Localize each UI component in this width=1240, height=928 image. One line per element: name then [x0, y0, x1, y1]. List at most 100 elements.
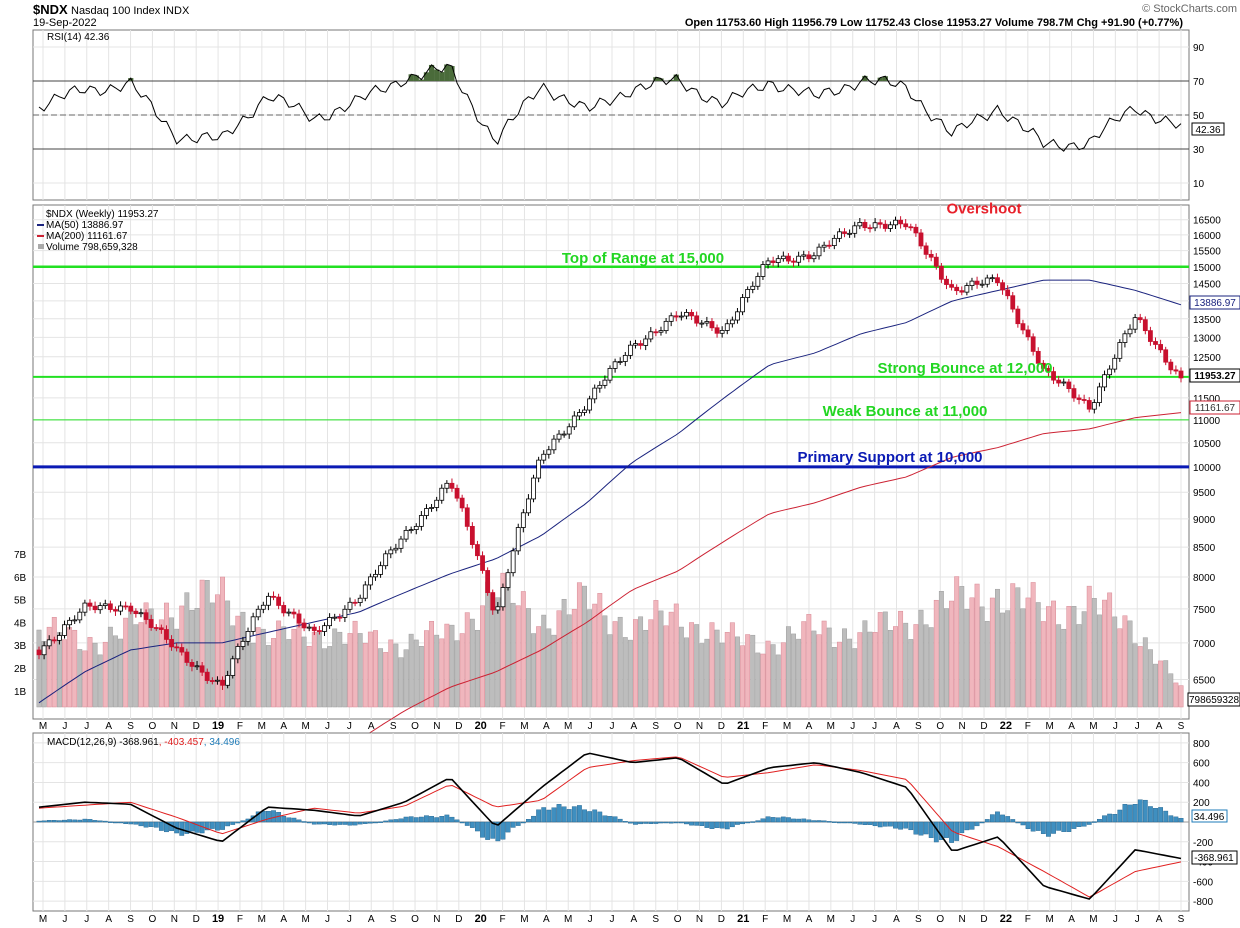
macd-hist-bar: [342, 821, 348, 825]
candle-body: [627, 344, 633, 356]
macd-hist-bar: [281, 816, 287, 823]
signal-line: [38, 756, 1182, 898]
price-tick-label: 7000: [1193, 639, 1216, 650]
candle-body: [352, 601, 358, 604]
macd-hist-bar: [719, 821, 725, 829]
macd-hist-bar: [46, 820, 52, 823]
volume-bar: [92, 642, 98, 708]
volume-bar: [724, 632, 730, 708]
price-tick-label: 14500: [1193, 280, 1221, 291]
volume-bar: [240, 611, 246, 708]
volume-bar: [352, 620, 358, 708]
rsi-line: [38, 63, 1182, 152]
macd-hist-bar: [607, 816, 613, 823]
volume-bar: [164, 602, 169, 708]
candle-body: [831, 237, 837, 246]
volume-bar: [342, 643, 348, 708]
month-label: M: [39, 721, 47, 732]
candle-body: [505, 572, 511, 588]
month-label: M: [783, 721, 791, 732]
candle-body: [235, 646, 241, 660]
month-label: 22: [1000, 720, 1012, 732]
volume-bar: [1137, 646, 1143, 708]
volume-bar: [836, 641, 842, 708]
macd-hist-bar: [622, 821, 628, 823]
volume-bar: [1040, 621, 1046, 708]
month-label: J: [872, 914, 877, 925]
candle-body: [689, 312, 694, 317]
volume-bar: [1173, 682, 1179, 708]
macd-hist-bar: [658, 821, 664, 824]
candle-body: [342, 608, 348, 618]
month-label: A: [631, 721, 638, 732]
candle-body: [260, 604, 266, 610]
macd-hist-bar: [1015, 821, 1021, 824]
volume-tick-label: 4B: [14, 618, 27, 629]
candle-body: [913, 226, 919, 234]
volume-bar: [1081, 611, 1087, 708]
price-tick-label: 9000: [1193, 515, 1216, 526]
candle-body: [347, 601, 353, 610]
volume-bar: [857, 632, 863, 708]
candle-body: [179, 647, 185, 653]
candle-body: [653, 331, 659, 334]
volume-bar: [949, 600, 955, 708]
macd-hist-bar: [831, 821, 837, 823]
volume-bar: [1045, 606, 1051, 708]
month-label: M: [783, 914, 791, 925]
candle-body: [1056, 379, 1062, 384]
candle-body: [536, 459, 542, 479]
volume-bar: [893, 626, 898, 708]
candle-body: [857, 221, 863, 227]
month-label: M: [1046, 721, 1054, 732]
macd-hist-bar: [327, 821, 332, 825]
month-label: M: [827, 721, 835, 732]
macd-hist-bar: [791, 818, 796, 823]
macd-hist-bar: [383, 820, 389, 823]
candle-body: [322, 625, 327, 632]
volume-bar: [862, 620, 868, 708]
month-label: O: [674, 721, 682, 732]
volume-bar: [398, 657, 404, 708]
candle-body: [434, 499, 440, 508]
month-label: S: [127, 721, 134, 732]
candle-body: [577, 412, 582, 417]
volume-bar: [403, 649, 409, 708]
macd-hist-bar: [240, 820, 246, 823]
candle-body: [566, 426, 572, 435]
macd-hist-bar: [918, 821, 924, 836]
candle-body: [240, 640, 246, 647]
volume-bar: [454, 640, 460, 708]
macd-hist-bar: [745, 821, 751, 824]
macd-tick-label: -800: [1193, 897, 1213, 908]
macd-hist-bar: [286, 817, 292, 823]
volume-bar: [541, 614, 547, 708]
month-label: S: [390, 914, 397, 925]
volume-bar: [882, 611, 888, 708]
month-label: D: [718, 914, 725, 925]
volume-bar: [1015, 587, 1021, 708]
close-badge: [1189, 368, 1240, 383]
volume-bar: [1035, 602, 1041, 708]
candle-body: [230, 658, 236, 676]
macd-hist-bar: [194, 821, 200, 833]
macd-hist-bar: [189, 821, 195, 832]
candle-body: [92, 605, 98, 611]
volume-bar: [974, 583, 980, 708]
volume-bar: [551, 634, 557, 708]
volume-bar: [245, 635, 251, 708]
volume-bar: [393, 643, 399, 708]
volume-bar: [291, 628, 297, 708]
macd-hist-bar: [796, 818, 802, 823]
candle-body: [765, 260, 771, 265]
volume-bar: [969, 597, 975, 708]
candle-body: [673, 315, 679, 318]
macd-hist-bar: [225, 821, 231, 827]
candle-body: [199, 665, 205, 673]
month-label: A: [806, 914, 813, 925]
volume-bar: [887, 630, 893, 708]
rsi-value-text: 42.36: [1195, 125, 1220, 136]
month-label: F: [762, 914, 768, 925]
volume-bar: [1005, 610, 1011, 708]
